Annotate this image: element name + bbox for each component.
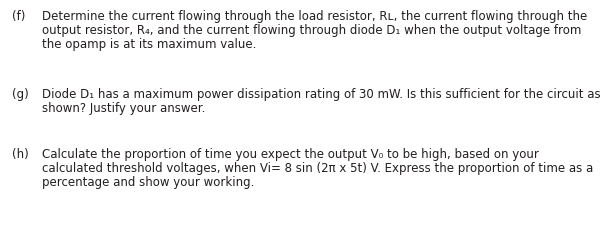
Text: (h): (h) [12, 148, 29, 161]
Text: (f): (f) [12, 10, 25, 23]
Text: Determine the current flowing through the load resistor, Rʟ, the current flowing: Determine the current flowing through th… [42, 10, 587, 23]
Text: calculated threshold voltages, when Vi= 8 sin (2π x 5t) V. Express the proportio: calculated threshold voltages, when Vi= … [42, 162, 593, 175]
Text: Calculate the proportion of time you expect the output V₀ to be high, based on y: Calculate the proportion of time you exp… [42, 148, 539, 161]
Text: Diode D₁ has a maximum power dissipation rating of 30 mW. Is this sufficient for: Diode D₁ has a maximum power dissipation… [42, 88, 600, 101]
Text: output resistor, R₄, and the current flowing through diode D₁ when the output vo: output resistor, R₄, and the current flo… [42, 24, 581, 37]
Text: (g): (g) [12, 88, 29, 101]
Text: percentage and show your working.: percentage and show your working. [42, 176, 254, 189]
Text: shown? Justify your answer.: shown? Justify your answer. [42, 102, 205, 115]
Text: the opamp is at its maximum value.: the opamp is at its maximum value. [42, 38, 257, 51]
